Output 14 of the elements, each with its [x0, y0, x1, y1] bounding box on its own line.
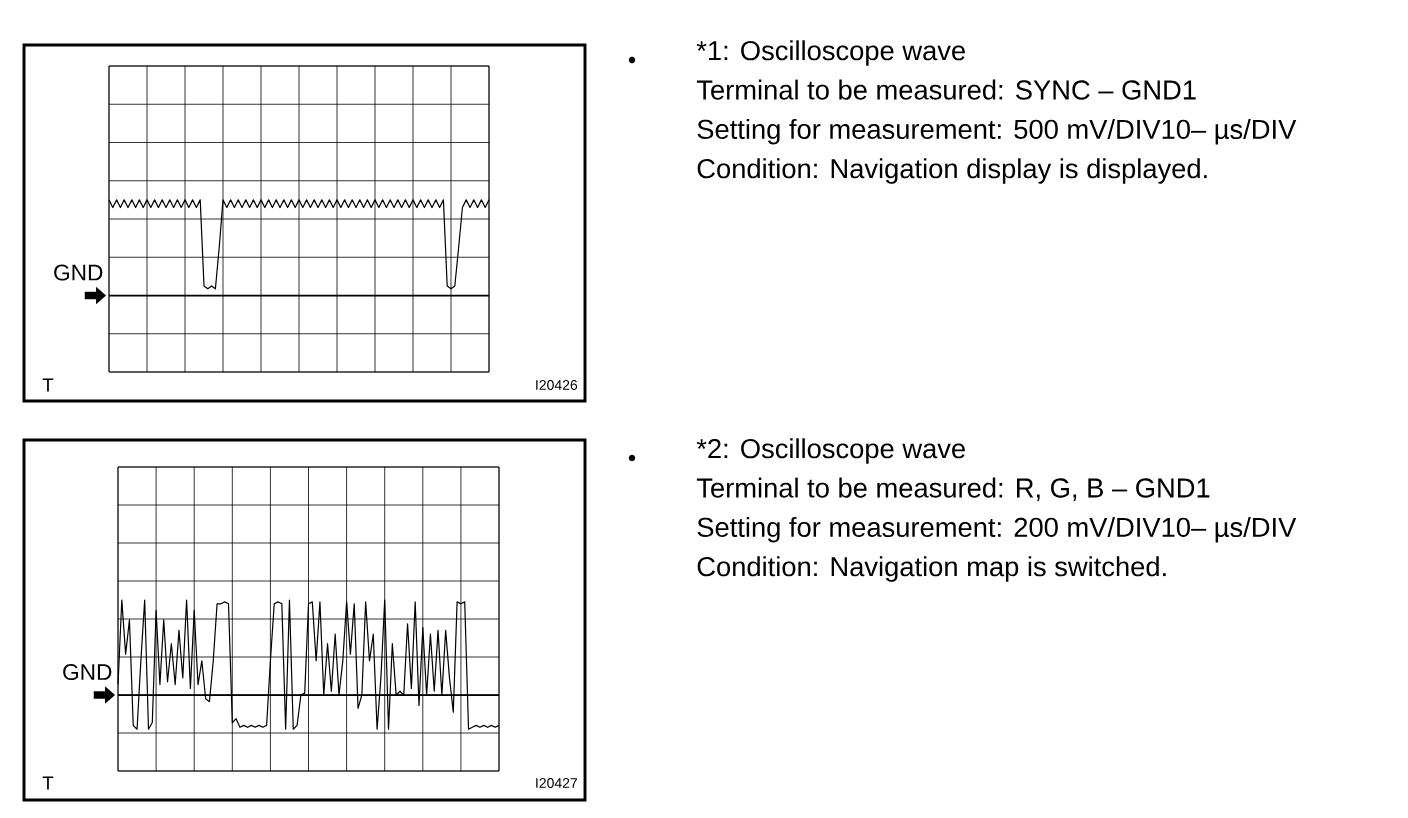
text: Setting for measurement: 200 mV/DIV10– µs/DIV — [697, 516, 1297, 543]
text: Terminal to be measured: SYNC – GND1 — [696, 79, 1196, 100]
text: I20427 — [536, 778, 578, 788]
ref-line-label: GND — [54, 264, 103, 281]
text: Setting for measurement: 500 mV/DIV10– µs/DIV — [697, 118, 1297, 145]
text: Condition: Navigation display is displayed. — [697, 158, 1207, 184]
text: Condition: Navigation map is switched. — [697, 556, 1166, 582]
text: T — [42, 776, 54, 790]
text: *2: Oscilloscope wave — [696, 438, 965, 464]
text: Terminal to be measured: R, G, B – GND1 — [696, 477, 1210, 501]
text: I20426 — [536, 380, 578, 390]
text: *1: Oscilloscope wave — [696, 40, 965, 66]
text: T — [42, 378, 54, 392]
ref-line-label: GND — [63, 664, 112, 681]
